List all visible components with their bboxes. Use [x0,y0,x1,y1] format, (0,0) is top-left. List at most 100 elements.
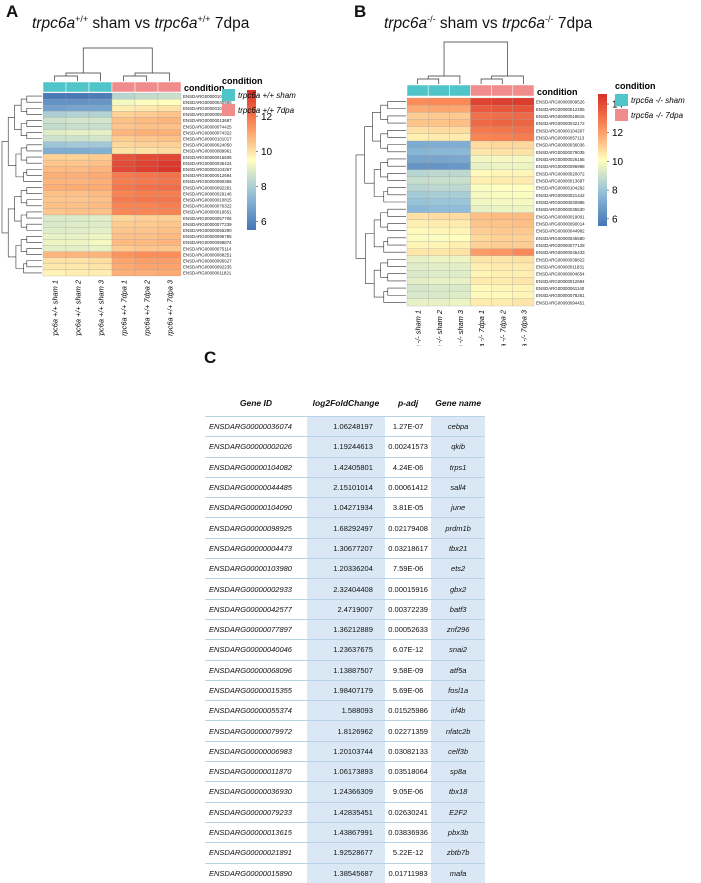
heatmap-cell [42,159,67,167]
heatmap-cell [88,190,113,197]
sample-label: trpc6a +/+ 7dpa 3 [166,279,175,336]
heatmap-cell [157,208,182,216]
condition-cell [157,81,182,93]
heatmap-cell [88,147,113,155]
heatmap-cell [406,198,429,206]
heatmap-cell [428,255,450,264]
heatmap-cell [111,257,136,264]
heatmap-cell [470,169,492,178]
heatmap-cell [512,298,535,307]
gene-label: ENSDARG00000088251 [183,252,232,257]
heatmap-cell [111,123,136,130]
heatmap-cell [157,239,182,246]
heatmap-cell [406,226,429,235]
heatmap-cell [428,119,450,127]
cell-gene-id: ENSDARG00000077897 [205,618,307,640]
heatmap-cell [157,98,182,106]
heatmap-cell [157,129,182,136]
heatmap-cell [42,178,67,185]
cell-gene-id: ENSDARG00000079233 [205,801,307,823]
heatmap-cell [65,141,90,149]
table-header-row: Gene ID log2FoldChange p-adj Gene name [205,390,485,417]
heatmap-cell [65,239,90,246]
heatmap-cell [428,112,450,120]
heatmap-cell [512,219,535,228]
heatmap-cell [449,226,471,235]
heatmap-cell [88,159,113,167]
heatmap-cell [134,263,159,271]
heatmap-cell [470,270,492,278]
cell-gene-id: ENSDARG00000079972 [205,720,307,742]
heatmap-cell [449,148,471,156]
heatmap-cell [406,212,429,221]
cell-log2fc: 1.588093 [306,700,385,721]
heatmap-cell [428,248,450,256]
heatmap-cell [42,239,67,246]
heatmap-cell [449,212,471,221]
gene-label: ENSDARG00000040965 [183,100,232,105]
heatmap-cell [42,257,67,264]
heatmap-cell [491,183,513,192]
gene-label: ENSDARG00000040985 [536,200,585,205]
heatmap-cell [65,98,90,106]
heatmap-cell [111,105,136,112]
heatmap-cell [428,234,450,242]
heatmap-cell [111,98,136,106]
gene-label: ENSDARG00000024050 [183,143,232,148]
heatmap-cell [449,112,471,120]
gene-label: ENSDARG00000035530 [536,207,585,212]
heatmap-cell [111,245,136,252]
heatmap-cell [491,198,513,206]
heatmap-cell [42,117,67,124]
gene-label: ENSDARG00000011831 [536,265,585,270]
gene-label: ENSDARG00000057113 [536,135,585,140]
cell-gene-name: prdm1b [431,517,485,539]
scale-tick-label: 8 [612,186,618,197]
legend-title: condition [615,81,656,91]
gene-label: ENSDARG00000045580 [536,236,585,241]
heatmap-cell [470,219,492,228]
heatmap-cell [88,92,113,100]
sample-label: trpc6a -/- sham 3 [456,309,465,346]
cell-padj: 3.81E-05 [384,497,432,518]
cell-gene-name: pbx3b [431,821,485,843]
scale-tick-label: 8 [261,182,267,193]
heatmap-cell [88,135,113,142]
gene-label: ENSDARG00000057706 [183,216,232,221]
condition-cell [512,84,535,97]
cell-gene-name: ets2 [431,558,485,579]
heatmap-cell [428,291,450,299]
heatmap-cell [428,298,450,307]
heatmap-cell [42,141,67,149]
heatmap-cell [512,270,535,278]
heatmap-cell [470,255,492,264]
heatmap-cell [512,155,535,163]
heatmap-cell [449,183,471,192]
cell-gene-id: ENSDARG00000055374 [205,700,307,721]
condition-cell [449,84,471,97]
cell-padj: 0.03836936 [384,821,432,843]
heatmap-cell [428,205,450,213]
heatmap-cell [65,245,90,252]
heatmap-cell [65,178,90,185]
gene-label: ENSDARG00000104292 [536,186,585,191]
heatmap-cell [512,133,535,142]
heatmap-cell [134,117,159,124]
cell-gene-name: sall4 [431,476,485,498]
heatmap-cell [491,105,513,113]
gene-label: ENSDARG00000013687 [183,118,232,123]
table-row: ENSDARG00000004473 1.30677207 0.03218617 tb… [205,537,485,559]
heatmap-cell [406,133,429,142]
table-row: ENSDARG00000021891 1.92528677 5.22E-12 zbtb… [205,842,485,864]
heatmap-a-title: trpc6a+/+ sham vs trpc6a+/+ 7dpa [32,14,250,33]
heatmap-cell [65,111,90,118]
heatmap-cell [88,245,113,252]
legend-swatch [615,109,628,121]
heatmap-cell [157,269,182,277]
heatmap-cell [491,212,513,221]
cell-log2fc: 1.68292497 [306,517,385,539]
heatmap-cell [88,184,113,191]
gene-label: ENSDARG00000011821 [183,271,232,276]
cell-gene-id: ENSDARG00000040046 [205,639,307,661]
header-padj: p-adj [397,398,419,408]
